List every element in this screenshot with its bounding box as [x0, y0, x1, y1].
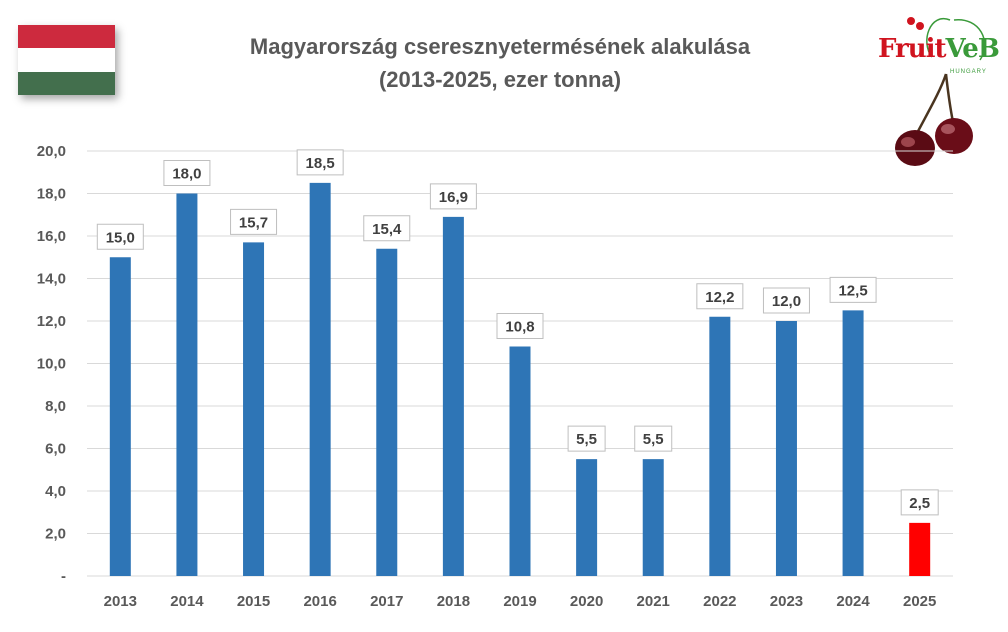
data-label: 15,4 [372, 221, 402, 238]
flag-stripe-red [18, 25, 115, 49]
data-label-box [900, 489, 939, 516]
data-label-box [230, 208, 278, 235]
bar [442, 216, 464, 576]
x-tick-label: 2025 [903, 593, 936, 610]
logo-subtext: HUNGARY [950, 69, 987, 75]
x-tick-label: 2024 [836, 593, 870, 610]
logo-wordmark: FruitVeB [878, 34, 1000, 64]
x-tick-label: 2021 [637, 593, 670, 610]
x-tick-label: 2019 [503, 593, 536, 610]
x-tick-label: 2020 [570, 593, 603, 610]
x-tick-label: 2023 [770, 593, 803, 610]
data-label: 5,5 [643, 431, 664, 448]
bar [909, 522, 931, 576]
y-tick-label: 16,0 [37, 228, 66, 245]
bar [842, 310, 864, 576]
data-label-box [829, 276, 877, 303]
x-axis-ticks: 2013 2014 2015 2016 2017 2018 2019 2020 2021 2022… [104, 593, 937, 610]
data-label: 15,0 [106, 229, 135, 246]
logo-text-green: VeB [945, 34, 1000, 64]
x-tick-label: 2015 [237, 593, 270, 610]
data-label: 18,0 [172, 166, 201, 183]
bar [109, 257, 131, 576]
flag-stripe-white [18, 48, 115, 72]
data-label-box [429, 183, 477, 210]
data-label: 5,5 [576, 431, 597, 448]
chart-title: Magyarország cseresznyetermésének alakul… [200, 30, 800, 96]
x-tick-label: 2016 [303, 593, 336, 610]
bar [376, 248, 398, 576]
x-tick-label: 2018 [437, 593, 470, 610]
y-tick-label: 8,0 [45, 398, 66, 415]
data-label: 2,5 [909, 495, 930, 512]
data-label-box [496, 313, 544, 339]
chart-title-line1: Magyarország cseresznyetermésének alakul… [249, 34, 751, 59]
data-label-box [363, 215, 411, 242]
y-tick-label: 10,0 [37, 356, 66, 373]
data-label-box [163, 160, 211, 186]
data-label: 12,5 [838, 282, 867, 299]
cherry-icon [895, 17, 986, 166]
bar [243, 242, 265, 576]
y-tick-label: 2,0 [45, 526, 66, 543]
data-label-box [296, 149, 344, 176]
x-tick-label: 2014 [170, 593, 204, 610]
data-labels: 15,0 18,0 15,7 18,5 15,4 16,9 10,8 5,5 5,5 12,2 12… [96, 149, 939, 516]
logo-text-red: Fruit [878, 34, 946, 64]
data-label-box [696, 283, 744, 310]
fruitveb-logo: FruitVeB HUNGARY [870, 12, 1000, 172]
y-tick-label: 14,0 [37, 271, 66, 288]
data-label: 15,7 [239, 214, 268, 231]
y-tick-label: 6,0 [45, 441, 66, 458]
data-label: 10,8 [505, 319, 534, 336]
y-tick-label: 20,0 [37, 143, 66, 160]
data-label-box [567, 425, 606, 452]
data-label-box [762, 287, 810, 314]
bar [642, 459, 664, 576]
x-tick-label: 2017 [370, 593, 403, 610]
bar [509, 346, 531, 576]
data-label: 12,2 [705, 289, 734, 306]
y-tick-label: 12,0 [37, 313, 66, 330]
data-label-box [634, 425, 673, 452]
data-label: 12,0 [772, 293, 801, 310]
bar [576, 459, 598, 576]
data-label: 16,9 [439, 189, 468, 206]
data-label-box [96, 223, 144, 250]
y-tick-label: 4,0 [45, 483, 66, 500]
bar [775, 321, 797, 576]
data-label: 18,5 [306, 155, 335, 172]
x-tick-label: 2013 [104, 593, 137, 610]
bar [309, 182, 331, 576]
bar [709, 316, 731, 576]
bar [176, 193, 198, 576]
y-tick-label: - [61, 568, 66, 585]
y-tick-label: 18,0 [37, 186, 66, 203]
y-axis-ticks: - 2,0 4,0 6,0 8,0 10,0 12,0 14,0 16,0 18,0 20,0 [37, 143, 66, 585]
x-tick-label: 2022 [703, 593, 736, 610]
flag-stripe-green [18, 71, 115, 95]
bars [109, 182, 931, 576]
chart-title-line2: (2013-2025, ezer tonna) [378, 67, 622, 92]
hungary-flag [18, 25, 115, 95]
